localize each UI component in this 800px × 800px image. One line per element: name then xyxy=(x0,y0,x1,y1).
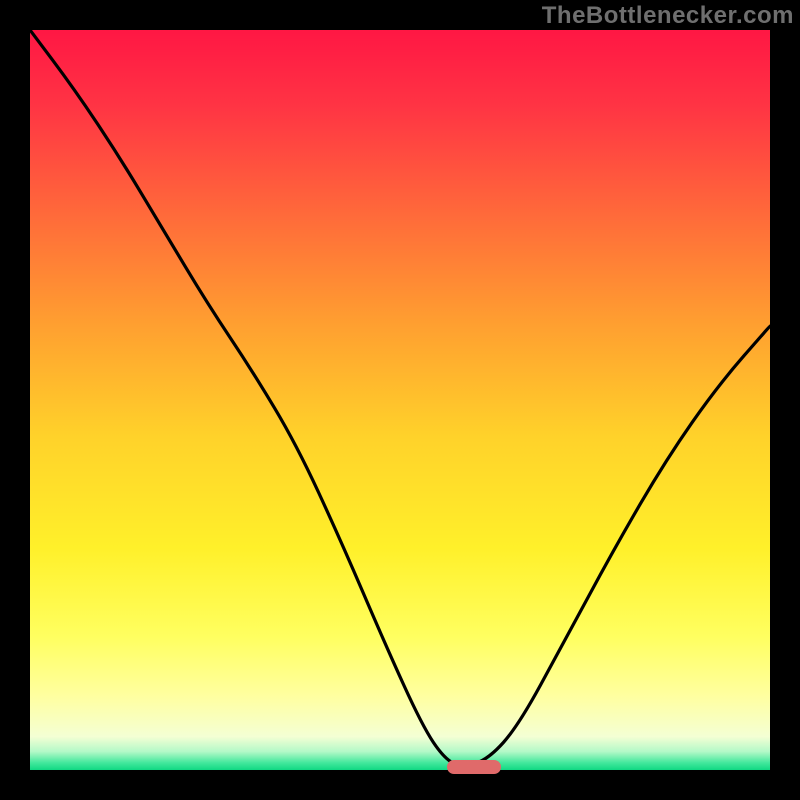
curve-layer xyxy=(30,30,770,770)
optimal-marker xyxy=(447,760,501,774)
bottleneck-chart: TheBottlenecker.com xyxy=(0,0,800,800)
plot-area xyxy=(30,30,770,770)
bottleneck-curve xyxy=(30,30,770,766)
watermark-text: TheBottlenecker.com xyxy=(542,0,800,30)
